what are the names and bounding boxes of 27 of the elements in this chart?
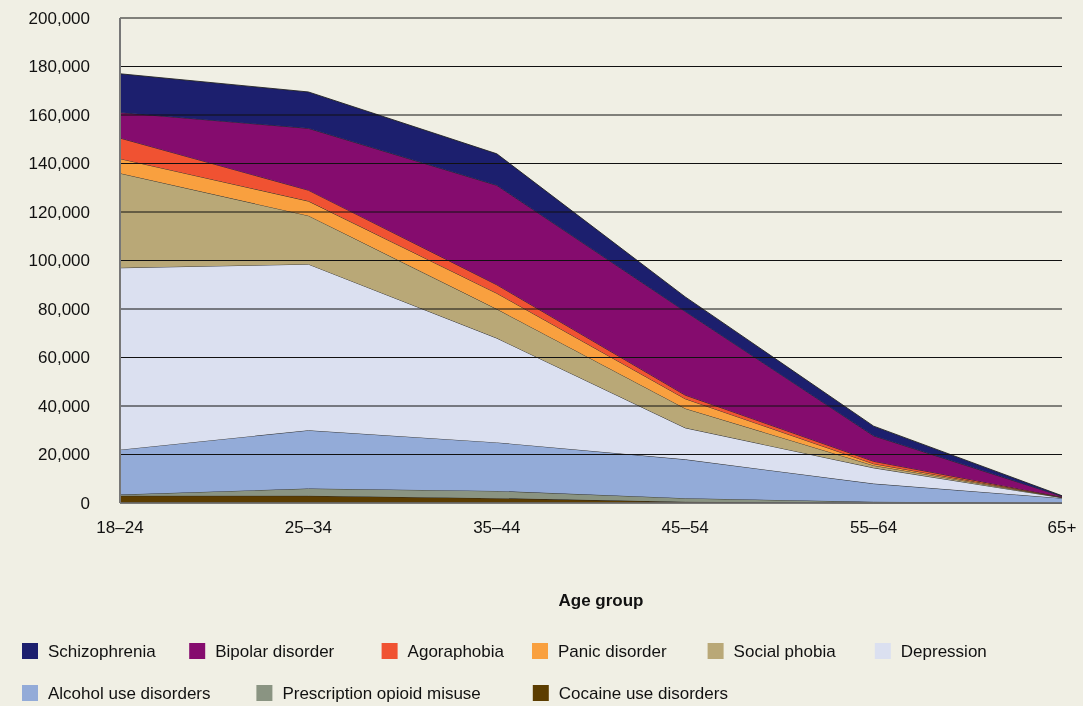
x-tick-label: 55–64 <box>849 518 898 537</box>
legend-label: Prescription opioid misuse <box>282 683 481 703</box>
legend-label: Social phobia <box>733 641 837 661</box>
y-tick-label: 80,000 <box>38 299 90 319</box>
x-tick-label: 18–24 <box>96 518 144 537</box>
x-tick-label: 45–54 <box>661 518 709 537</box>
legend-label: Alcohol use disorders <box>48 683 211 703</box>
y-tick-label: 40,000 <box>38 396 90 416</box>
x-tick-label: 35–44 <box>473 518 521 537</box>
y-tick-label: 60,000 <box>38 348 90 368</box>
y-tick-label: 160,000 <box>28 105 90 125</box>
x-axis-title: Age group <box>558 591 644 610</box>
y-tick-label: 180,000 <box>28 57 90 77</box>
legend-label: Panic disorder <box>558 641 667 661</box>
y-tick-label: 0 <box>80 493 90 513</box>
y-tick-label: 100,000 <box>28 251 90 271</box>
x-tick-label: 25–34 <box>284 518 333 537</box>
legend-label: Depression <box>900 641 987 661</box>
y-tick-label: 120,000 <box>28 202 90 222</box>
y-tick-label: 140,000 <box>28 154 90 174</box>
x-tick-label: 65+ <box>1047 518 1077 537</box>
y-tick-label: 200,000 <box>28 8 90 28</box>
legend-label: Cocaine use disorders <box>558 683 728 703</box>
legend-label: Agoraphobia <box>407 641 505 661</box>
legend-label: Schizophrenia <box>48 641 157 661</box>
y-tick-label: 20,000 <box>38 445 90 465</box>
legend-label: Bipolar disorder <box>215 641 335 661</box>
